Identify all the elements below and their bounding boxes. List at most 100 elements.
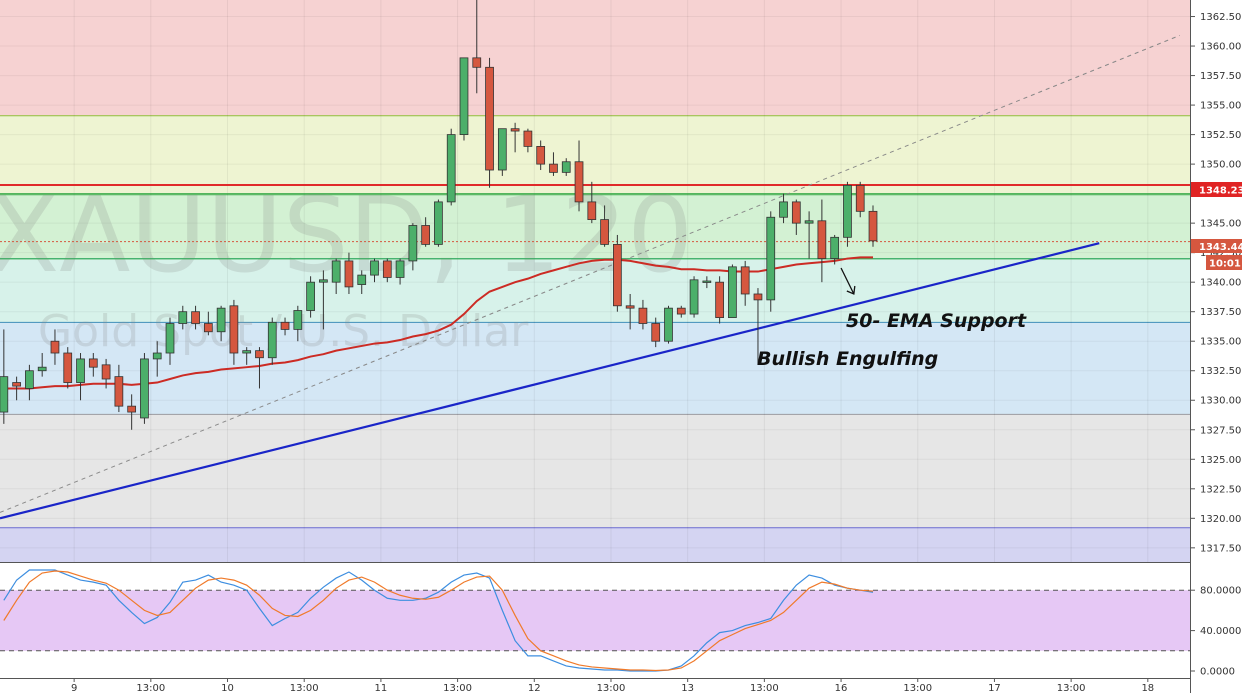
candle-body — [344, 260, 354, 288]
candle — [331, 258, 341, 294]
candle — [817, 199, 827, 283]
candle-body — [497, 128, 507, 171]
candle-body — [843, 184, 852, 238]
price-tick-label: 1355.00 — [1200, 101, 1241, 112]
watermark-description: Gold Spot / U.S. Dollar — [38, 306, 529, 357]
candle — [638, 299, 648, 330]
candle-body — [536, 146, 546, 165]
band-1 — [0, 115, 1190, 195]
time-tick-label: 13:00 — [136, 683, 165, 693]
stochastic-band — [0, 590, 1190, 651]
candle-body — [114, 376, 124, 407]
candle — [536, 140, 546, 171]
time-tick-label: 12 — [528, 683, 541, 693]
candle — [165, 317, 175, 365]
price-labels: 1348.23 1343.44 10:01 — [1191, 182, 1242, 270]
candle-body — [76, 358, 85, 383]
trend-lines[interactable] — [0, 34, 1180, 520]
resistance-price-label: 1348.23 — [1199, 186, 1242, 197]
band-0 — [0, 0, 1190, 116]
candle — [510, 122, 520, 153]
candle — [728, 264, 737, 319]
candle — [63, 347, 73, 389]
price-tick-label: 1320.00 — [1200, 514, 1241, 525]
candle — [203, 311, 213, 336]
candle-body — [0, 376, 9, 413]
candle-body — [421, 225, 431, 245]
candle-body — [766, 216, 776, 301]
candle — [216, 305, 226, 342]
resistance-price-label-bg — [1191, 182, 1242, 197]
countdown-label-bg — [1206, 255, 1242, 270]
candle — [37, 353, 47, 377]
price-tick-label: 1362.50 — [1200, 12, 1241, 23]
candle-body — [357, 274, 367, 285]
candle — [702, 276, 712, 289]
candle — [395, 258, 405, 285]
candle-body — [319, 279, 328, 283]
candle-body — [791, 201, 801, 224]
candle-body — [395, 260, 405, 278]
candle-body — [280, 321, 290, 330]
candle-body — [574, 161, 584, 203]
candle-body — [152, 352, 162, 360]
candle-body — [50, 340, 60, 354]
candle-body — [203, 323, 213, 333]
candle-body — [267, 321, 277, 359]
candle-body — [523, 130, 533, 147]
time-tick-label: 11 — [375, 683, 388, 693]
candle-body — [676, 307, 686, 315]
candle-body — [485, 66, 494, 171]
candle-body — [459, 57, 469, 135]
last-price-label: 1343.44 — [1199, 242, 1242, 253]
time-tick-label: 18 — [1141, 683, 1154, 693]
candle-body — [229, 305, 239, 354]
candle-body — [702, 280, 712, 283]
candle-body — [293, 310, 303, 330]
last-price-label-bg — [1191, 239, 1242, 253]
stochastic-tick-label: 40.0000 — [1200, 626, 1241, 637]
candle-body — [242, 350, 252, 354]
time-axis[interactable]: 9 13:00 10 13:00 11 13:00 12 13:00 13 13:00 16 13:0… — [71, 679, 1154, 693]
stochastic-pane — [0, 563, 1190, 678]
candle-body — [625, 305, 635, 309]
candle-body — [715, 281, 724, 319]
price-axis-bg — [1191, 0, 1242, 693]
candle-body — [740, 266, 750, 295]
candle — [267, 317, 277, 365]
candle — [280, 317, 290, 336]
candle — [152, 341, 162, 377]
candle — [357, 270, 367, 294]
time-tick-label: 13:00 — [750, 683, 779, 693]
candle — [766, 211, 776, 312]
candle-body — [587, 201, 597, 221]
ema-support-annotation: 50- EMA Support — [846, 310, 1027, 332]
candle — [50, 329, 60, 365]
band-5 — [0, 414, 1190, 528]
time-tick-label: 13:00 — [290, 683, 319, 693]
candle-body — [779, 201, 788, 218]
candle-body — [804, 220, 814, 224]
candle — [370, 258, 379, 283]
candle — [229, 299, 239, 365]
candle — [25, 364, 34, 401]
candle — [191, 305, 200, 330]
time-tick-label: 10 — [221, 683, 234, 693]
candle — [587, 181, 597, 224]
candle — [715, 276, 724, 324]
candle — [140, 353, 149, 424]
candle-body — [561, 161, 571, 173]
candle — [779, 193, 788, 224]
candle — [613, 234, 622, 312]
candle — [664, 305, 673, 344]
price-tick-label: 1335.00 — [1200, 337, 1241, 348]
candle-body — [510, 128, 520, 132]
candle-body — [689, 279, 699, 315]
candle — [255, 347, 264, 389]
time-tick-label: 13:00 — [903, 683, 932, 693]
candle — [753, 288, 763, 365]
candle-body — [127, 405, 137, 413]
candle — [689, 276, 699, 318]
candle — [446, 128, 456, 206]
